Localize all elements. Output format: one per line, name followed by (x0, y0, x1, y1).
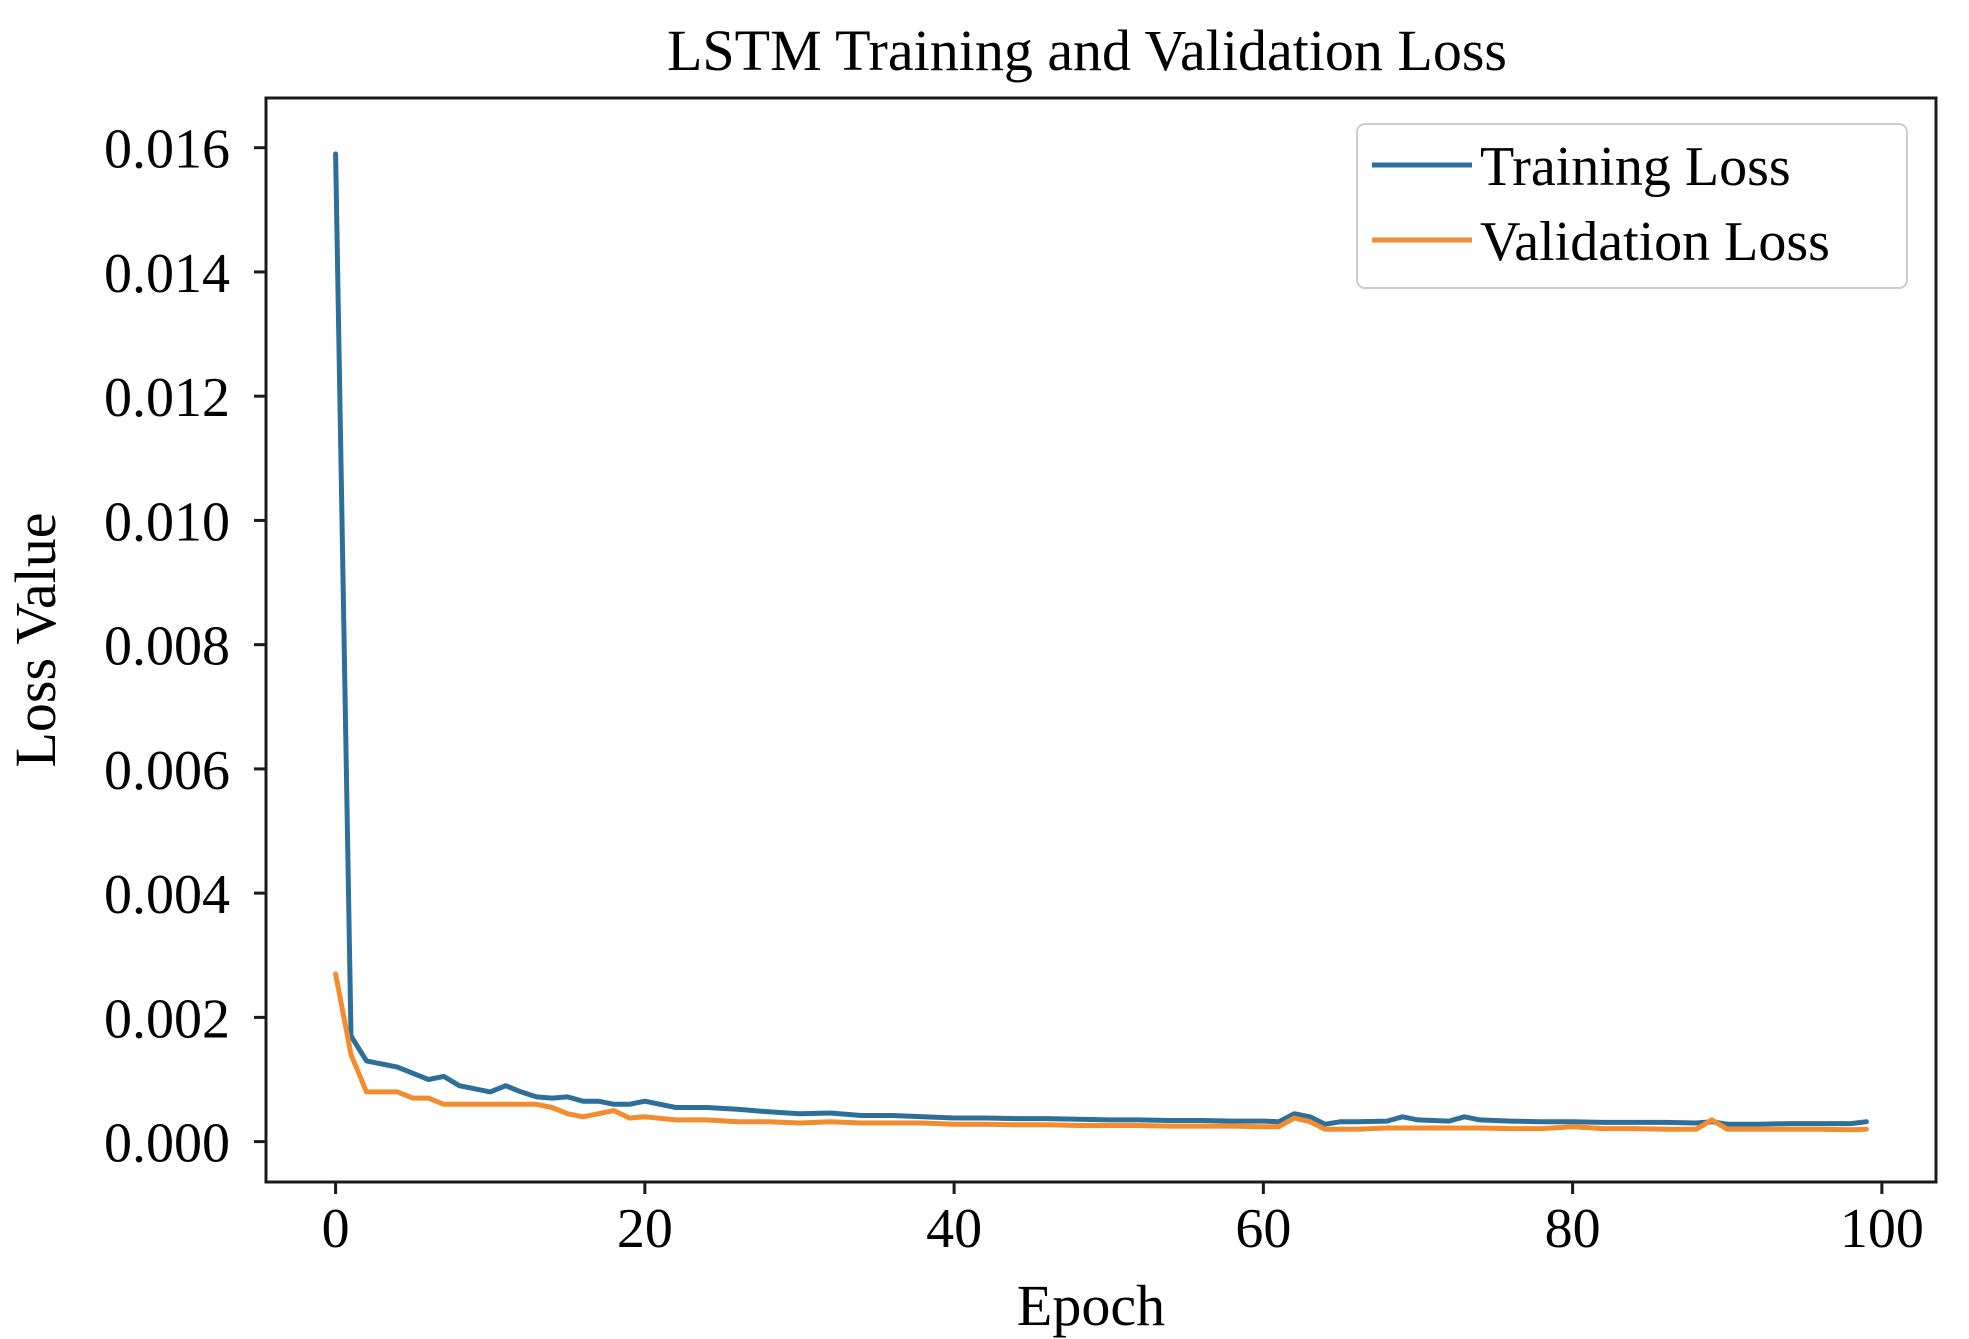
x-tick-label: 20 (617, 1198, 673, 1260)
x-tick-label: 40 (926, 1198, 982, 1260)
legend: Training Loss Validation Loss (1356, 123, 1908, 289)
y-tick-label: 0.000 (104, 1113, 230, 1175)
y-tick-label: 0.012 (104, 367, 230, 429)
y-tick-label: 0.010 (104, 491, 230, 553)
legend-label-training: Training Loss (1480, 136, 1791, 198)
plot-lines (333, 151, 1869, 1133)
y-tick-label: 0.016 (104, 119, 230, 181)
x-axis-label: Epoch (1017, 1273, 1165, 1338)
legend-label-validation: Validation Loss (1480, 211, 1830, 273)
x-tick-label: 0 (322, 1198, 350, 1260)
x-tick-label: 80 (1545, 1198, 1601, 1260)
legend-box (1356, 123, 1908, 289)
series-line-validation-loss (333, 971, 1869, 1133)
y-axis-label: Loss Value (3, 512, 68, 767)
y-tick-label: 0.006 (104, 740, 230, 802)
plot-frame (264, 96, 1938, 1184)
x-tick-label: 60 (1235, 1198, 1291, 1260)
y-tick-label: 0.002 (104, 988, 230, 1050)
series-line-training-loss (333, 151, 1869, 1127)
y-tick-label: 0.004 (104, 864, 230, 926)
axis-ticks: 0 20 40 60 80 100 0.000 0.002 0.004 0.006 0.008 0.0… (104, 119, 1924, 1260)
y-tick-label: 0.008 (104, 616, 230, 678)
y-tick-label: 0.014 (104, 243, 230, 305)
chart-title: LSTM Training and Validation Loss (667, 18, 1507, 83)
x-tick-label: 100 (1840, 1198, 1924, 1260)
